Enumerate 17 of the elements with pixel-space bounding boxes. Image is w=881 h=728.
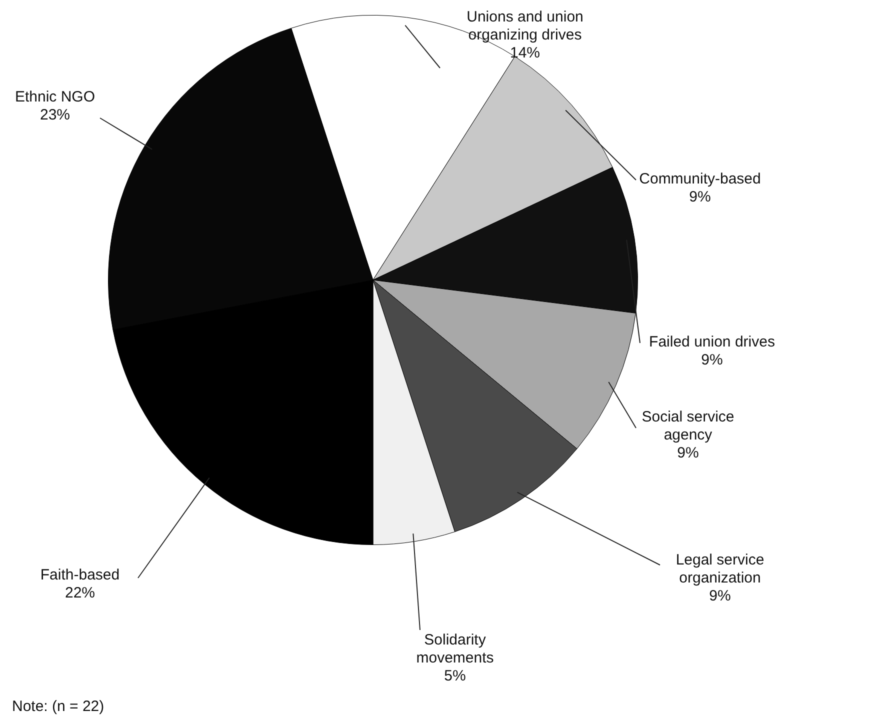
data-label: 9%	[677, 444, 699, 462]
data-label: 14%	[510, 44, 540, 62]
data-label: 23%	[40, 106, 70, 124]
slice-label: Failed union drives	[649, 334, 775, 351]
slice-label: Ethnic NGO	[14, 88, 96, 106]
slice-label: Community-based	[639, 170, 761, 188]
slice-label: Faith-based	[40, 566, 120, 584]
slice-label: Solidarity movements	[416, 632, 494, 667]
data-label: 9%	[701, 352, 723, 369]
text: Note: (n = 22)	[12, 698, 104, 715]
slice-label: Legal service organization	[676, 552, 764, 587]
data-label: 22%	[64, 584, 96, 602]
data-label: 9%	[689, 188, 711, 206]
data-label: 9%	[709, 588, 731, 605]
slice-label: Social service agency	[642, 408, 734, 444]
slice-label: Unions and union organizing drives	[466, 8, 584, 44]
data-label: 5%	[444, 668, 466, 685]
